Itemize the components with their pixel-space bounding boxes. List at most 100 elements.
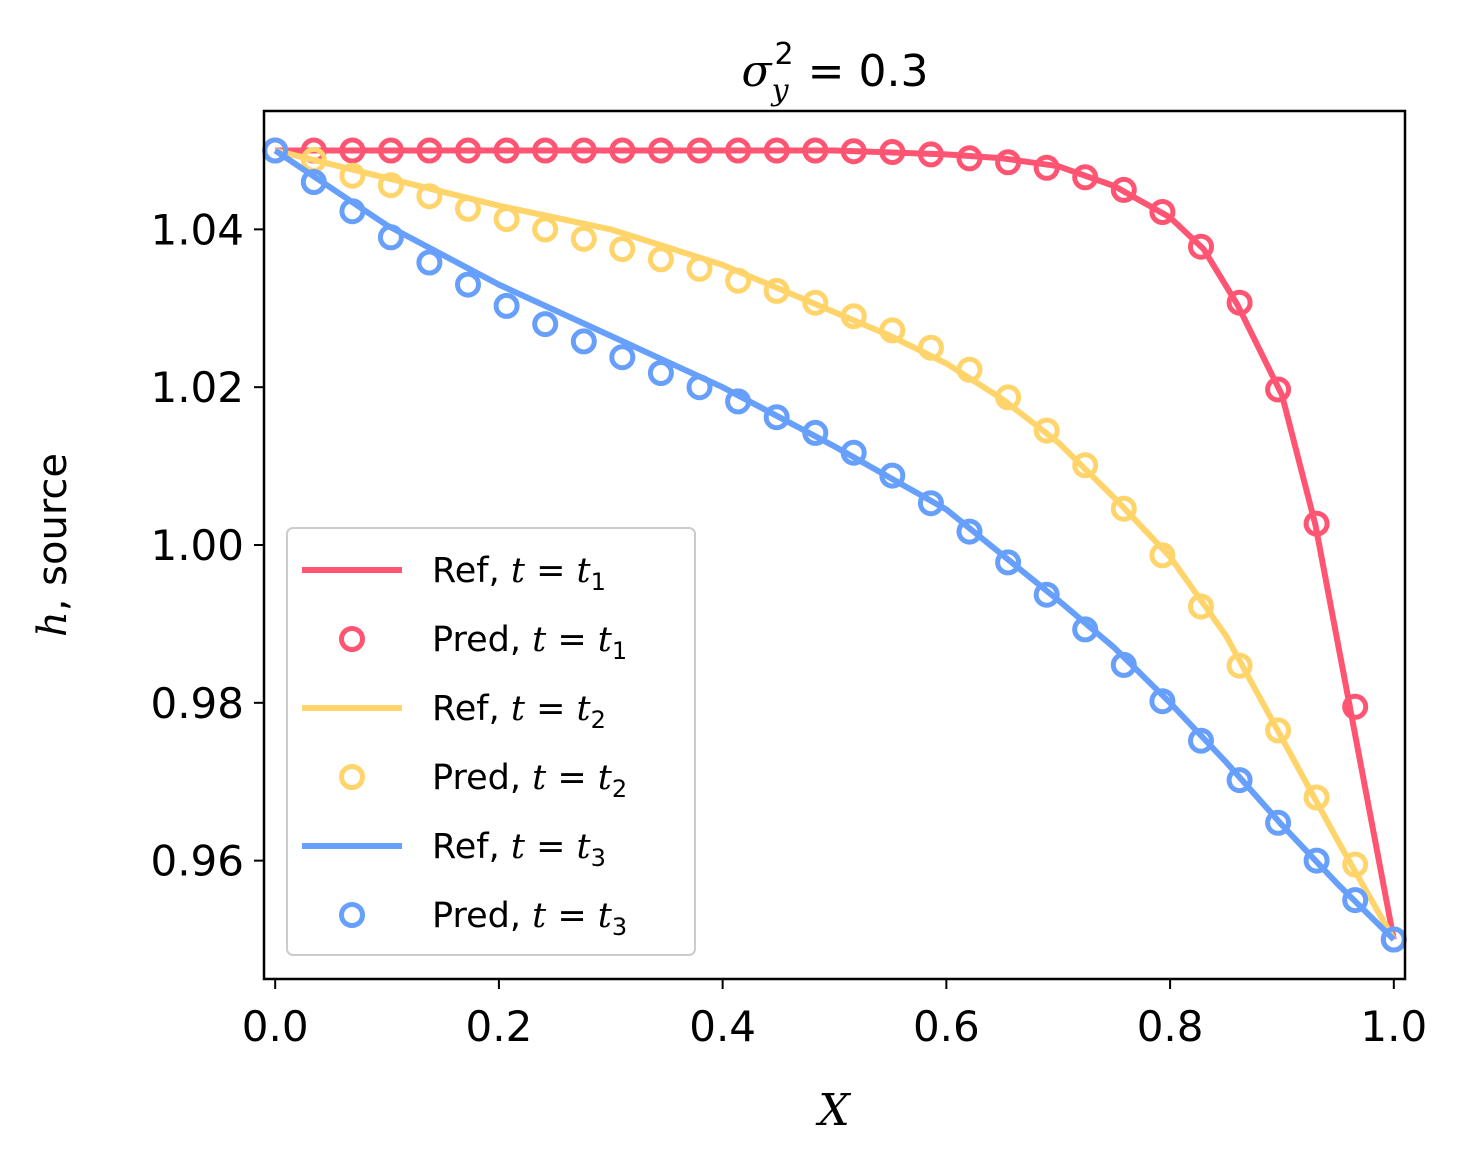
data-point-t1 [416,137,443,164]
data-point-t1 [532,137,559,164]
y-tick-label: 1.04 [150,205,244,254]
x-tick-label: 1.0 [1360,1002,1427,1051]
data-point-t1 [1149,199,1176,225]
data-point-t1 [995,149,1022,176]
y-axis: 0.96 0.98 1.00 1.02 1.04 [150,205,264,886]
data-point-t1 [879,139,906,165]
legend: Ref, t = t1 Pred, t = t1 Ref, t = t2 Pred, … [286,527,696,956]
data-point-t1 [1110,176,1137,203]
legend-entry: Pred, t = t1 [339,620,627,665]
y-tick-label: 0.98 [150,679,244,728]
data-point-t2 [1072,452,1099,479]
legend-label: Ref, t = t1 [432,551,606,596]
data-point-t3 [377,224,404,251]
data-point-t3 [1110,651,1137,678]
data-point-t2 [570,225,597,252]
legend-label: Pred, t = t2 [432,758,627,803]
legend-frame [286,527,696,956]
data-point-t1 [339,137,366,164]
y-axis-label: h, source [30,453,76,637]
data-point-t1 [1303,510,1330,537]
data-point-t1 [1226,289,1253,316]
x-tick-label: 0.6 [913,1002,980,1051]
data-point-t3 [1342,887,1369,914]
data-point-t3 [956,518,983,545]
data-point-t1 [1033,154,1060,181]
data-point-t1 [686,137,713,164]
data-point-t3 [763,404,790,431]
data-point-t3 [725,388,752,415]
data-point-t1 [570,137,597,164]
series-marker-t2 [262,137,1407,953]
data-point-t2 [1188,593,1214,620]
data-point-t1 [917,141,944,168]
data-point-t2 [493,206,520,233]
chart-title: σy2 = 0.3 [742,37,929,108]
data-point-t3 [609,344,636,371]
data-point-t3 [1072,616,1099,643]
data-point-t2 [725,267,752,294]
data-point-t2 [763,277,790,304]
y-axis-label-rest: , source [30,453,76,611]
data-point-t2 [879,317,906,344]
data-point-t1 [647,137,674,164]
data-point-t1 [455,137,481,164]
data-point-t1 [840,138,867,165]
data-point-t2 [840,303,867,330]
legend-label: Ref, t = t3 [432,827,606,872]
data-point-t1 [1265,376,1292,403]
data-point-t3 [416,249,443,276]
x-axis-label: X [815,1085,851,1136]
data-point-t3 [339,198,366,225]
data-point-t1 [493,137,520,164]
data-point-t2 [455,195,481,222]
legend-entry: Pred, t = t2 [339,758,627,803]
data-point-t1 [725,137,752,164]
data-point-t3 [532,311,559,338]
title-rest: = 0.3 [794,46,929,97]
y-tick-label: 1.00 [150,521,244,570]
data-point-t1 [1342,693,1369,720]
data-point-t3 [686,374,713,401]
data-point-t2 [1303,784,1330,811]
data-point-t2 [377,172,404,199]
data-point-t1 [802,137,829,164]
legend-entry: Pred, t = t3 [339,896,627,941]
data-point-t2 [416,183,443,210]
data-point-t2 [1149,542,1176,569]
data-point-t2 [1033,417,1060,444]
data-point-t2 [686,255,713,282]
data-point-t2 [917,334,944,361]
data-point-t3 [840,439,867,466]
data-point-t3 [802,419,829,446]
data-point-t2 [956,356,983,383]
y-tick-label: 1.02 [150,363,244,412]
data-point-t3 [1188,727,1214,754]
data-point-t2 [1110,495,1137,522]
x-tick-label: 0.4 [689,1002,756,1051]
data-point-t2 [1265,717,1292,744]
data-point-t3 [1149,688,1176,715]
data-point-t2 [995,384,1022,411]
data-point-t3 [917,490,944,517]
title-symbol: σ [742,46,774,97]
legend-label: Pred, t = t3 [432,896,627,941]
data-point-t1 [1072,164,1099,191]
data-point-t3 [570,328,597,355]
data-point-t3 [455,271,481,298]
data-point-t2 [1226,652,1253,679]
legend-entry: Ref, t = t1 [302,551,606,596]
data-point-t3 [300,169,327,195]
x-tick-label: 0.2 [466,1002,533,1051]
data-point-t3 [879,462,906,489]
data-point-t2 [609,236,636,263]
data-point-t1 [763,137,790,164]
title-sub: y [770,73,790,108]
legend-marker-swatch [339,902,365,928]
plot-area [262,137,1407,953]
data-point-t1 [1188,233,1214,260]
legend-entry: Ref, t = t2 [302,689,606,734]
data-point-t3 [1265,809,1292,836]
data-point-t2 [339,162,366,189]
